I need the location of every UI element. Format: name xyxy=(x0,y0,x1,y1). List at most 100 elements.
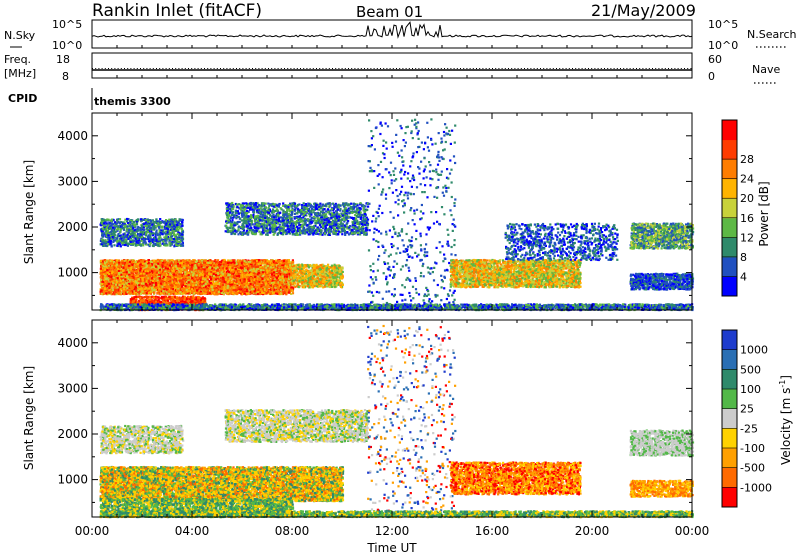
echo-pixel xyxy=(171,259,174,262)
echo-pixel xyxy=(275,266,278,269)
echo-pixel xyxy=(247,270,250,273)
nave-tick-top: 60 xyxy=(708,53,722,66)
echo-pixel xyxy=(150,274,153,277)
echo-pixel xyxy=(99,261,102,264)
search-tick-top: 10^5 xyxy=(708,18,738,31)
echo-pixel xyxy=(225,275,228,278)
echo-pixel xyxy=(291,261,295,264)
echo-pixel xyxy=(157,274,160,277)
echo-pixel xyxy=(201,271,204,274)
freq-label-1: Freq. xyxy=(4,53,31,66)
date-title: 21/May/2009 xyxy=(591,1,696,20)
echo-pixel xyxy=(167,283,170,286)
echo-pixel xyxy=(143,267,146,270)
echo-pixel xyxy=(203,271,206,274)
echo-pixel xyxy=(249,262,252,265)
echo-pixel xyxy=(123,272,126,275)
echo-pixel xyxy=(149,267,152,270)
echo-pixel xyxy=(201,261,204,264)
echo-pixel xyxy=(204,272,207,276)
echo-pixel xyxy=(168,267,171,270)
cpid-label: CPID xyxy=(8,92,37,105)
echo-pixel xyxy=(287,260,291,264)
nave-label: Nave xyxy=(752,63,780,76)
echo-pixel xyxy=(183,262,186,265)
echo-pixel xyxy=(204,264,207,267)
echo-pixel xyxy=(234,278,237,281)
echo-pixel xyxy=(184,275,187,278)
echo-pixel xyxy=(146,292,149,295)
echo-pixel xyxy=(172,275,175,278)
sky-label: N.Sky xyxy=(4,29,36,42)
echo-pixel xyxy=(223,277,226,281)
echo-pixel xyxy=(132,292,135,295)
echo-pixel xyxy=(284,262,287,266)
echo-pixel xyxy=(262,285,265,288)
echo-pixel xyxy=(202,287,206,290)
echo-pixel xyxy=(209,283,212,286)
cpid-mode: themis 3300 xyxy=(94,95,171,108)
echo-pixel xyxy=(219,272,222,275)
echo-pixel xyxy=(218,261,221,264)
freq-label-2: [MHz] xyxy=(4,67,36,80)
echo-pixel xyxy=(202,272,205,275)
echo-pixel xyxy=(153,293,156,296)
station-title: Rankin Inlet (fitACF) xyxy=(92,1,262,21)
echo-pixel xyxy=(217,274,220,277)
echo-pixel xyxy=(151,277,155,280)
echo-pixel xyxy=(212,278,215,281)
echo-pixel xyxy=(179,273,182,276)
echo-pixel xyxy=(170,274,173,278)
echo-pixel xyxy=(251,277,254,280)
sky-panel: N.Sky 10^5 10^0 10^5 10^0 N.Search xyxy=(4,18,797,52)
power-data xyxy=(99,118,695,312)
echo-pixel xyxy=(100,269,103,272)
echo-pixel xyxy=(153,267,157,270)
freq-panel: Freq. [MHz] 18 8 60 0 Nave xyxy=(4,52,780,84)
freq-tick-bottom: 8 xyxy=(62,70,69,83)
echo-pixel xyxy=(168,265,171,269)
echo-pixel xyxy=(176,280,179,283)
cpid-panel: CPID themis 3300 xyxy=(8,88,171,110)
echo-pixel xyxy=(231,289,234,292)
echo-pixel xyxy=(138,265,142,268)
echo-pixel xyxy=(171,276,174,279)
echo-pixel xyxy=(261,275,264,278)
echo-pixel xyxy=(242,264,245,268)
echo-pixel xyxy=(217,277,220,280)
echo-pixel xyxy=(245,281,249,284)
echo-pixel xyxy=(223,279,226,282)
search-label: N.Search xyxy=(747,28,797,41)
echo-pixel xyxy=(100,285,103,288)
beam-title: Beam 01 xyxy=(356,3,423,21)
echo-pixel xyxy=(206,277,209,281)
echo-pixel xyxy=(233,273,236,276)
echo-pixel xyxy=(138,279,141,282)
echo-pixel xyxy=(174,292,177,295)
echo-pixel xyxy=(215,265,218,268)
sky-tick-bottom: 10^0 xyxy=(52,39,82,52)
echo-pixel xyxy=(115,259,118,262)
echo-pixel xyxy=(145,272,148,275)
echo-pixel xyxy=(153,286,157,289)
search-tick-bottom: 10^0 xyxy=(708,39,738,52)
echo-pixel xyxy=(186,264,189,267)
echo-pixel xyxy=(235,270,238,273)
echo-pixel xyxy=(172,292,175,295)
echo-pixel xyxy=(144,274,147,277)
sky-tick-top: 10^5 xyxy=(52,18,82,31)
echo-pixel xyxy=(122,284,125,288)
echo-pixel xyxy=(261,261,264,264)
echo-pixel xyxy=(217,279,220,282)
echo-pixel xyxy=(149,272,152,275)
echo-pixel xyxy=(239,275,242,278)
echo-pixel xyxy=(237,274,240,277)
echo-pixel xyxy=(184,271,187,274)
echo-pixel xyxy=(263,264,266,267)
echo-pixel xyxy=(183,268,186,271)
echo-pixel xyxy=(291,292,295,295)
echo-pixel xyxy=(267,281,270,284)
